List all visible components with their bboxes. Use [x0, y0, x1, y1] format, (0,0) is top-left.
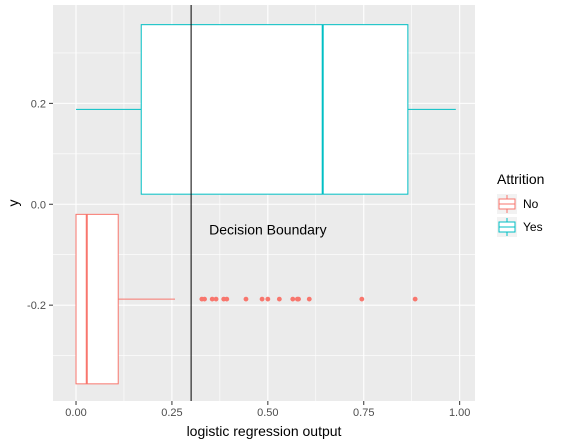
box-no [75, 213, 119, 385]
outlier-no [202, 296, 207, 302]
y-tick-label: -0.2 [27, 300, 46, 312]
outlier-no [276, 296, 282, 302]
outlier-no [359, 296, 365, 302]
y-axis: -0.2 0.0 0.2 [27, 98, 53, 312]
x-axis-title: logistic regression output [187, 423, 342, 439]
outlier-no [259, 296, 265, 302]
legend-entry-no: No [497, 194, 539, 214]
decision-boundary-label: Decision Boundary [209, 221, 327, 237]
x-tick-label: 1.00 [449, 407, 470, 419]
outlier-no [265, 296, 271, 302]
y-tick-label: 0.0 [31, 199, 46, 211]
box-yes [140, 24, 409, 195]
x-tick-label: 0.00 [65, 407, 86, 419]
outlier-no [412, 296, 418, 302]
x-tick-label: 0.25 [161, 407, 182, 419]
x-tick-label: 0.75 [353, 407, 374, 419]
x-tick-label: 0.50 [257, 407, 278, 419]
legend-label-no: No [523, 197, 539, 211]
x-axis: 0.00 0.25 0.50 0.75 1.00 [65, 401, 470, 419]
legend-entry-yes: Yes [497, 217, 543, 237]
y-axis-title: y [5, 200, 21, 207]
outlier-no [296, 296, 301, 302]
outlier-no [213, 296, 219, 302]
boxplots [75, 24, 456, 385]
boxplot-no [75, 213, 418, 385]
y-tick-label: 0.2 [31, 98, 46, 110]
legend-title: Attrition [497, 171, 544, 187]
outlier-no [290, 296, 296, 302]
boxplot-yes [76, 24, 456, 195]
outlier-no [306, 296, 312, 302]
legend: Attrition No Yes [497, 171, 544, 237]
outlier-no [224, 296, 230, 302]
outlier-no [243, 296, 249, 302]
outlier-no [209, 296, 215, 302]
legend-label-yes: Yes [523, 220, 543, 234]
